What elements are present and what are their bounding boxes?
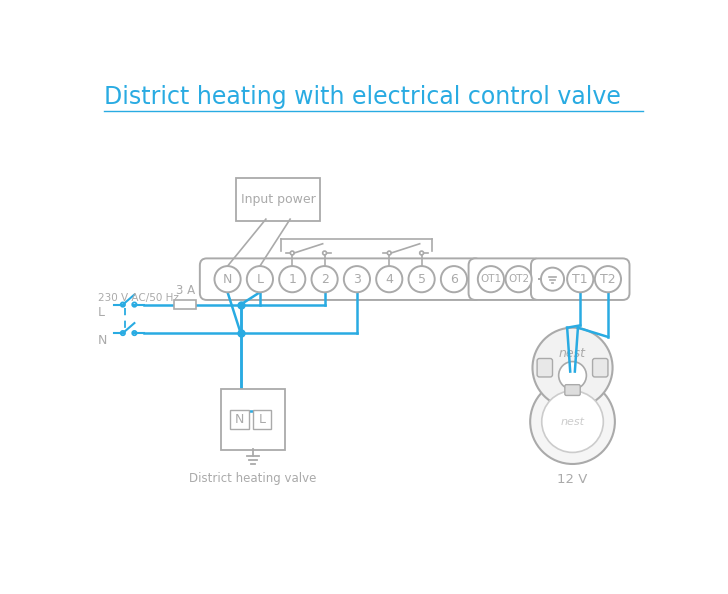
- FancyBboxPatch shape: [200, 258, 482, 300]
- Circle shape: [247, 266, 273, 292]
- FancyBboxPatch shape: [236, 178, 320, 220]
- Circle shape: [595, 266, 621, 292]
- Text: T2: T2: [600, 273, 616, 286]
- Circle shape: [312, 266, 338, 292]
- Circle shape: [478, 266, 504, 292]
- Text: District heating with electrical control valve: District heating with electrical control…: [103, 85, 620, 109]
- Circle shape: [567, 266, 593, 292]
- Text: T1: T1: [572, 273, 588, 286]
- FancyBboxPatch shape: [221, 389, 285, 450]
- Circle shape: [530, 380, 615, 464]
- Circle shape: [558, 362, 586, 389]
- FancyBboxPatch shape: [253, 410, 272, 429]
- Text: nest: nest: [559, 347, 586, 361]
- Text: 3 A: 3 A: [175, 284, 195, 297]
- Circle shape: [542, 391, 604, 453]
- Text: L: L: [258, 413, 266, 426]
- FancyBboxPatch shape: [531, 258, 630, 300]
- Circle shape: [279, 266, 305, 292]
- Circle shape: [441, 266, 467, 292]
- Circle shape: [215, 266, 241, 292]
- FancyBboxPatch shape: [469, 258, 541, 300]
- Text: 5: 5: [418, 273, 426, 286]
- FancyBboxPatch shape: [175, 300, 196, 309]
- Text: L: L: [256, 273, 264, 286]
- Circle shape: [505, 266, 531, 292]
- Text: OT1: OT1: [480, 274, 502, 284]
- Text: 2: 2: [320, 273, 328, 286]
- Circle shape: [344, 266, 370, 292]
- Text: 1: 1: [288, 273, 296, 286]
- Text: L: L: [98, 306, 106, 319]
- Text: 6: 6: [450, 273, 458, 286]
- Text: 3: 3: [353, 273, 361, 286]
- Text: N: N: [234, 413, 244, 426]
- Circle shape: [376, 266, 403, 292]
- Circle shape: [541, 268, 564, 290]
- Text: 230 V AC/50 Hz: 230 V AC/50 Hz: [98, 293, 179, 303]
- Text: N: N: [223, 273, 232, 286]
- FancyBboxPatch shape: [565, 385, 580, 396]
- FancyBboxPatch shape: [230, 410, 249, 429]
- Circle shape: [532, 328, 612, 407]
- Text: N: N: [98, 334, 108, 347]
- FancyBboxPatch shape: [593, 359, 608, 377]
- Text: 12 V: 12 V: [558, 473, 587, 486]
- Text: 4: 4: [385, 273, 393, 286]
- Text: Input power: Input power: [241, 192, 315, 206]
- FancyBboxPatch shape: [537, 359, 553, 377]
- Circle shape: [408, 266, 435, 292]
- Text: District heating valve: District heating valve: [189, 472, 317, 485]
- Text: nest: nest: [561, 416, 585, 426]
- Text: OT2: OT2: [508, 274, 529, 284]
